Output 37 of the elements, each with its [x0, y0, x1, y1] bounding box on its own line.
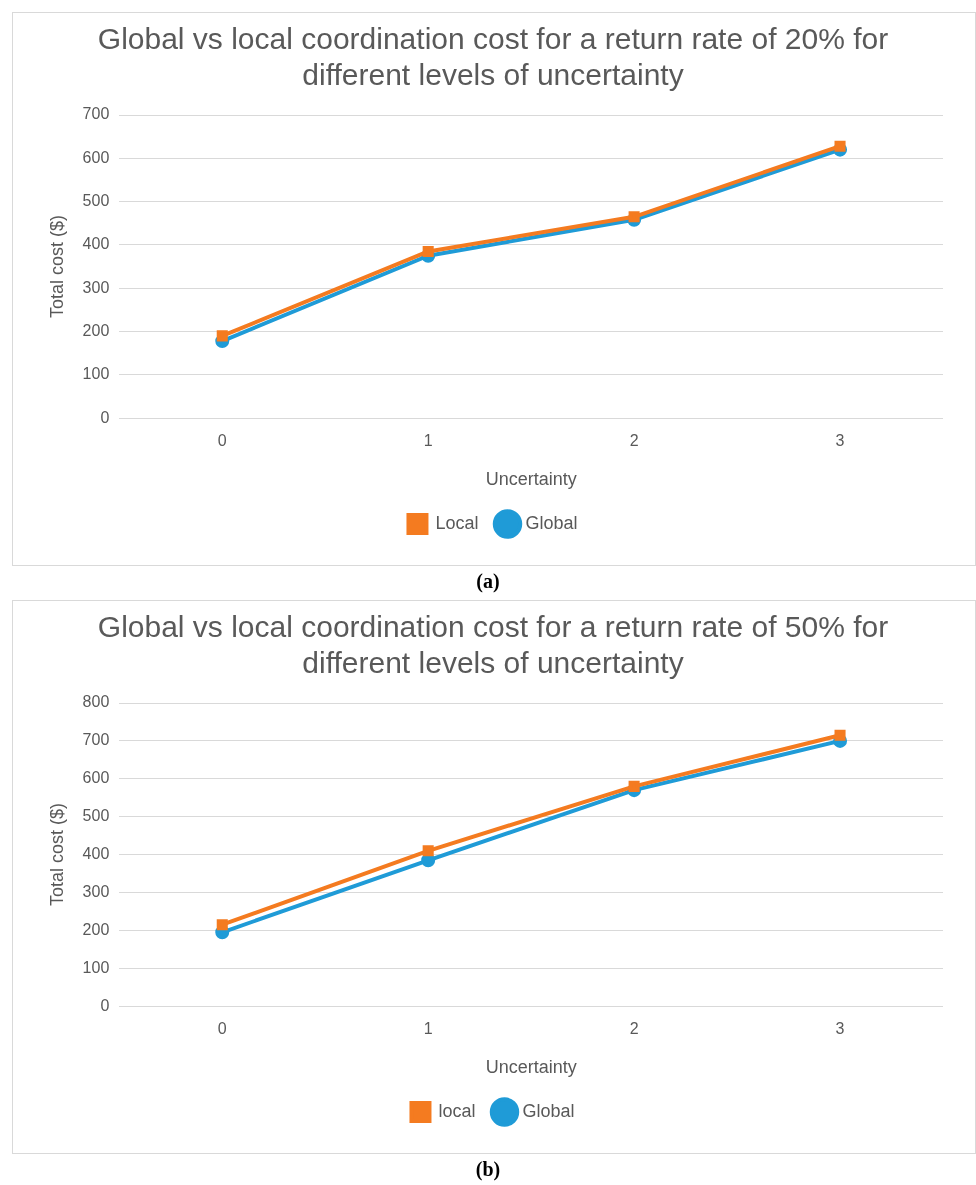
legend-label: Local — [435, 512, 479, 533]
y-tick-label: 300 — [82, 278, 110, 296]
y-axis-title: Total cost ($) — [46, 215, 67, 319]
x-tick-label: 3 — [835, 1020, 845, 1038]
y-tick-label: 700 — [82, 105, 110, 123]
text: (a) — [475, 570, 501, 593]
text: (b) — [474, 1158, 502, 1181]
x-tick-label: 1 — [423, 432, 433, 450]
y-tick-label: 200 — [82, 920, 110, 938]
y-tick-label: 600 — [82, 769, 110, 787]
y-tick-label: 0 — [100, 996, 110, 1014]
y-tick-label: 500 — [82, 192, 110, 210]
chart-title: Global vs local coordination cost for a return rate of 50% for different levels of uncertainty — [97, 610, 889, 680]
legend-label: Global — [522, 1100, 575, 1121]
y-tick-label: 600 — [82, 148, 110, 166]
legend-label: Global — [525, 512, 578, 533]
y-tick-label: 200 — [82, 321, 110, 339]
y-tick-label: 100 — [82, 958, 110, 976]
y-tick-label: 500 — [82, 807, 110, 825]
y-tick-label: 400 — [82, 845, 110, 863]
y-tick-label: 0 — [100, 408, 110, 426]
y-tick-label: 700 — [82, 731, 110, 749]
x-tick-label: 2 — [629, 432, 639, 450]
x-axis-title: Uncertainty — [485, 469, 577, 490]
x-tick-label: 3 — [835, 432, 845, 450]
y-tick-label: 100 — [82, 365, 110, 383]
x-tick-label: 2 — [629, 1020, 639, 1038]
legend-label: local — [438, 1100, 476, 1121]
y-tick-label: 400 — [82, 235, 110, 253]
x-axis-title: Uncertainty — [485, 1057, 577, 1078]
chart-title: Global vs local coordination cost for a return rate of 20% for different levels of uncertainty — [97, 22, 889, 92]
y-tick-label: 300 — [82, 882, 110, 900]
x-tick-label: 0 — [217, 432, 227, 450]
y-axis-title: Total cost ($) — [46, 803, 67, 907]
y-tick-label: 800 — [82, 693, 110, 711]
x-tick-label: 1 — [423, 1020, 433, 1038]
x-tick-label: 0 — [217, 1020, 227, 1038]
